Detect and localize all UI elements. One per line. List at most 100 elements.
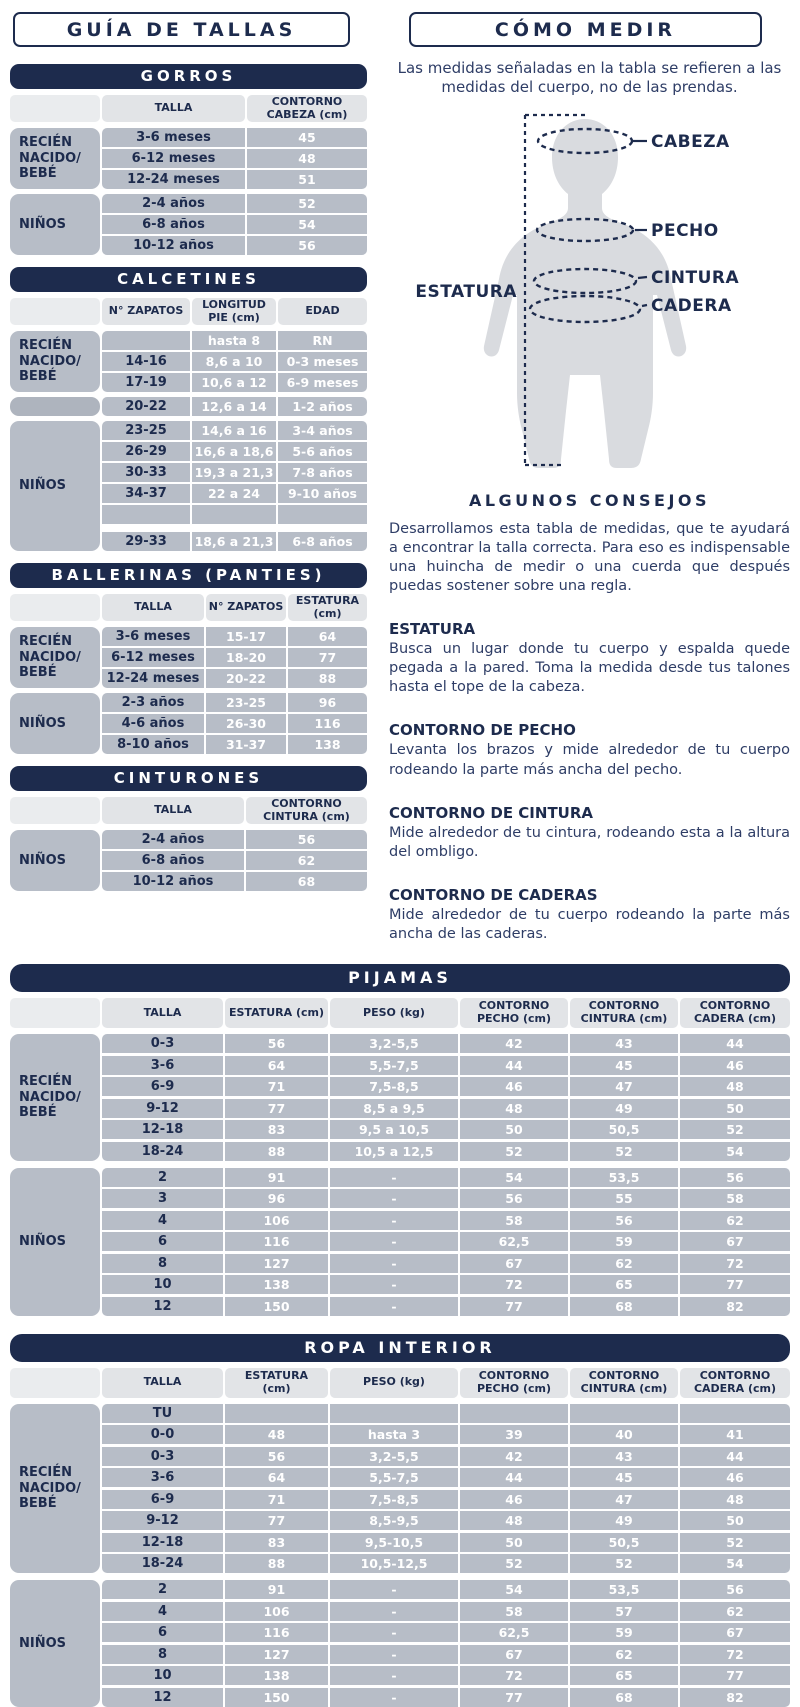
table-cell: 68	[570, 1296, 678, 1316]
table-cell	[225, 1403, 328, 1423]
table-cell: 4	[102, 1210, 223, 1230]
column-header: ESTATURA (cm)	[225, 1367, 328, 1398]
table-header-row: TALLA ESTATURA (cm) PESO (kg) CONTORNO PECH…	[10, 998, 790, 1029]
table-cell: 6-8 años	[278, 532, 367, 551]
section-title-ballerinas: BALLERINAS (PANTIES)	[10, 563, 367, 588]
table-cell: 62	[570, 1644, 678, 1664]
table-cell: 54	[460, 1580, 568, 1600]
table-row: 10 138-72 65 77	[102, 1666, 790, 1686]
table-cell: 64	[288, 627, 367, 646]
table-cell: 62,5	[460, 1623, 568, 1643]
table-cell: 55	[570, 1189, 678, 1209]
table-cell: 6-8 años	[102, 215, 245, 234]
table-cell: hasta 8	[192, 331, 276, 350]
table-cell: 0-0	[102, 1425, 223, 1445]
table-header-row: N° ZAPATOS LONGITUD PIE (cm) EDAD	[10, 298, 367, 325]
table-cell: 67	[680, 1623, 790, 1643]
table-cell: 82	[680, 1687, 790, 1707]
table-cell: 57	[570, 1601, 678, 1621]
table-cell: 8	[102, 1253, 223, 1273]
table-header-row: TALLA ESTATURA (cm) PESO (kg) CONTORNO PECH…	[10, 1367, 790, 1398]
size-table-pijamas: PIJAMAS TALLA ESTATURA (cm) PESO (kg) CONTOR…	[10, 964, 790, 1316]
row-group: NIÑOS 23-25 14,6 a 16 3-4 años 26-29 16,6 a 1…	[10, 421, 367, 551]
table-cell: 106	[225, 1601, 328, 1621]
table-cell: 14,6 a 16	[192, 421, 276, 440]
table-cell: 53,5	[570, 1580, 678, 1600]
table-cell: 15-17	[206, 627, 286, 646]
column-header: TALLA	[102, 1367, 223, 1398]
table-cell: 54	[680, 1141, 790, 1161]
table-cell: 138	[288, 735, 367, 754]
table-cell: 49	[570, 1511, 678, 1531]
table-cell: 10,6 a 12	[192, 373, 276, 392]
table-cell: -	[330, 1210, 458, 1230]
table-cell: 9,5-10,5	[330, 1532, 458, 1552]
table-cell: 12,6 a 14	[192, 397, 276, 416]
table-row: 18-24 88 10,5-12,5 52 52 54	[102, 1554, 790, 1574]
column-header: TALLA	[102, 594, 204, 621]
table-cell: 50,5	[570, 1120, 678, 1140]
table-body: RECIÉN NACIDO/ BEBÉ 3-6 meses 45 6-12 meses…	[10, 128, 367, 255]
table-cell: 42	[460, 1446, 568, 1466]
table-row: 2 91-54 53,5 56	[102, 1580, 790, 1600]
table-cell: 58	[460, 1210, 568, 1230]
table-cell: 39	[460, 1425, 568, 1445]
row-group-label: NIÑOS	[10, 693, 100, 754]
header-corner-cell	[10, 797, 100, 824]
table-cell: 31-37	[206, 735, 286, 754]
table-cell: 2	[102, 1167, 223, 1187]
column-header: CONTORNO CADERA (cm)	[680, 998, 790, 1029]
header-corner-cell	[10, 594, 100, 621]
table-cell: 52	[680, 1532, 790, 1552]
row-group: RECIÉN NACIDO/ BEBÉ hasta 8 RN 14-16 8,6 a 1…	[10, 331, 367, 392]
table-cell: 127	[225, 1644, 328, 1664]
table-row: 4 106-58 57 62	[102, 1601, 790, 1621]
table-cell: 46	[680, 1468, 790, 1488]
table-cell: 65	[570, 1666, 678, 1686]
table-row: 3 96-56 55 58	[102, 1189, 790, 1209]
column-header: PESO (kg)	[330, 998, 458, 1029]
column-header: N° ZAPATOS	[206, 594, 286, 621]
table-cell: -	[330, 1666, 458, 1686]
row-group-rows: 2 91-54 53,5 56 3 96-56 55 58 4 106-58 56 62 6 116-62…	[102, 1167, 790, 1316]
table-cell: 6	[102, 1623, 223, 1643]
table-cell: 47	[570, 1489, 678, 1509]
table-cell: 88	[288, 669, 367, 688]
table-cell: -	[330, 1601, 458, 1621]
table-cell: 64	[225, 1055, 328, 1075]
pecho-label: PECHO	[651, 221, 719, 241]
table-row: 20-22 12,6 a 14 1-2 años	[102, 397, 367, 416]
table-cell: 46	[460, 1077, 568, 1097]
table-cell: 6-8 años	[102, 851, 244, 870]
table-cell: 46	[460, 1489, 568, 1509]
table-cell: -	[330, 1232, 458, 1252]
measure-intro-text: Las medidas señaladas en la tabla se ref…	[397, 59, 782, 96]
table-cell: 12-18	[102, 1120, 223, 1140]
table-cell: -	[330, 1687, 458, 1707]
table-cell: 9-12	[102, 1098, 223, 1118]
table-cell: 83	[225, 1120, 328, 1140]
size-table-ropa_interior: ROPA INTERIOR TALLA ESTATURA (cm) PESO (kg)…	[10, 1333, 790, 1707]
table-cell: 52	[570, 1554, 678, 1574]
table-cell: 3-6	[102, 1055, 223, 1075]
table-row: 18-24 88 10,5 a 12,5 52 52 54	[102, 1141, 790, 1161]
table-cell: 77	[460, 1687, 568, 1707]
row-group-rows: TU 0-0 48 hasta 3 39 40 41 0-3 56 3,2-5,5 42 43 44 3-…	[102, 1403, 790, 1574]
table-cell: 17-19	[102, 373, 190, 392]
column-header: CONTORNO CABEZA (cm)	[247, 95, 367, 122]
row-group: NIÑOS 2-4 años 56 6-8 años 62 10-12 años 68	[10, 830, 367, 891]
table-row: 2 91-54 53,5 56	[102, 1167, 790, 1187]
table-cell: 54	[247, 215, 367, 234]
table-row: 17-19 10,6 a 12 6-9 meses	[102, 373, 367, 392]
table-cell: 91	[225, 1167, 328, 1187]
cintura-ellipse	[532, 267, 638, 294]
table-cell: 48	[460, 1098, 568, 1118]
table-cell: 51	[247, 170, 367, 189]
table-row: 6-8 años 54	[102, 215, 367, 234]
size-table-cinturones: CINTURONES TALLA CONTORNO CINTURA (cm) NIÑO…	[10, 766, 367, 891]
table-row: 10 138-72 65 77	[102, 1275, 790, 1295]
table-cell: 45	[247, 128, 367, 147]
column-header: CONTORNO CADERA (cm)	[680, 1367, 790, 1398]
table-cell: 22 a 24	[192, 484, 276, 503]
